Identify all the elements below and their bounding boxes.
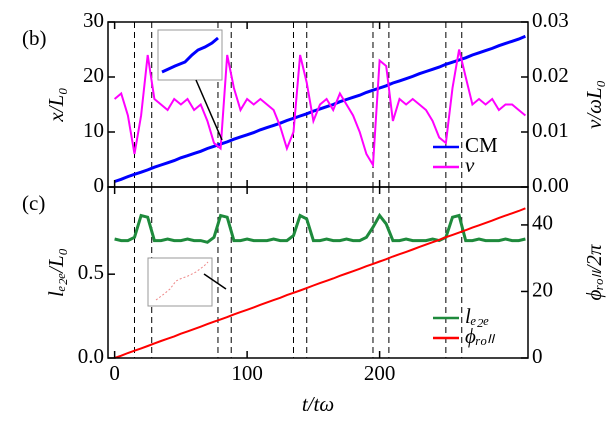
x-tick-label: 100	[231, 361, 263, 385]
inset-bottom	[147, 257, 227, 307]
y2-tick-label: 0.00	[532, 173, 569, 197]
legend-label: CM	[465, 133, 498, 157]
series-line	[114, 207, 526, 359]
y-tick-label: 10	[83, 118, 104, 142]
y2-tick-label: 0.02	[532, 63, 569, 87]
series-line	[114, 212, 526, 244]
axes-frame	[107, 186, 529, 359]
panel-label: (b)	[22, 26, 47, 50]
y2-tick-label: 0.03	[532, 8, 569, 32]
x-tick-label: 0	[109, 361, 120, 385]
inset-top	[157, 29, 223, 141]
y-axis-label: lₑ₂ₑ/L₀	[44, 248, 68, 297]
y2-tick-label: 40	[532, 211, 553, 235]
y-tick-label: 0.0	[78, 344, 104, 368]
y2-tick-label: 0	[532, 344, 543, 368]
y2-axis-label: ϕᵣₒₗₗ/2π	[582, 244, 606, 300]
legend-label: lₑ₂ₑ	[465, 304, 489, 328]
x-axis-label: t/tω	[302, 392, 334, 416]
series-line	[113, 49, 527, 169]
y-tick-label: 0	[94, 173, 105, 197]
y-axis-label: x/L₀	[44, 87, 68, 122]
y-tick-label: 30	[83, 8, 104, 32]
panel-label: (c)	[22, 191, 45, 215]
legend-label: v	[465, 153, 475, 177]
x-tick-label: 200	[364, 361, 396, 385]
y2-tick-label: 0.01	[532, 118, 569, 142]
y2-axis-label: v/ωL₀	[582, 80, 606, 129]
y2-tick-label: 20	[532, 277, 553, 301]
y-tick-label: 20	[83, 63, 104, 87]
y-tick-label: 0.5	[78, 260, 104, 284]
legend-label: ϕᵣₒₗₗ	[465, 324, 496, 348]
